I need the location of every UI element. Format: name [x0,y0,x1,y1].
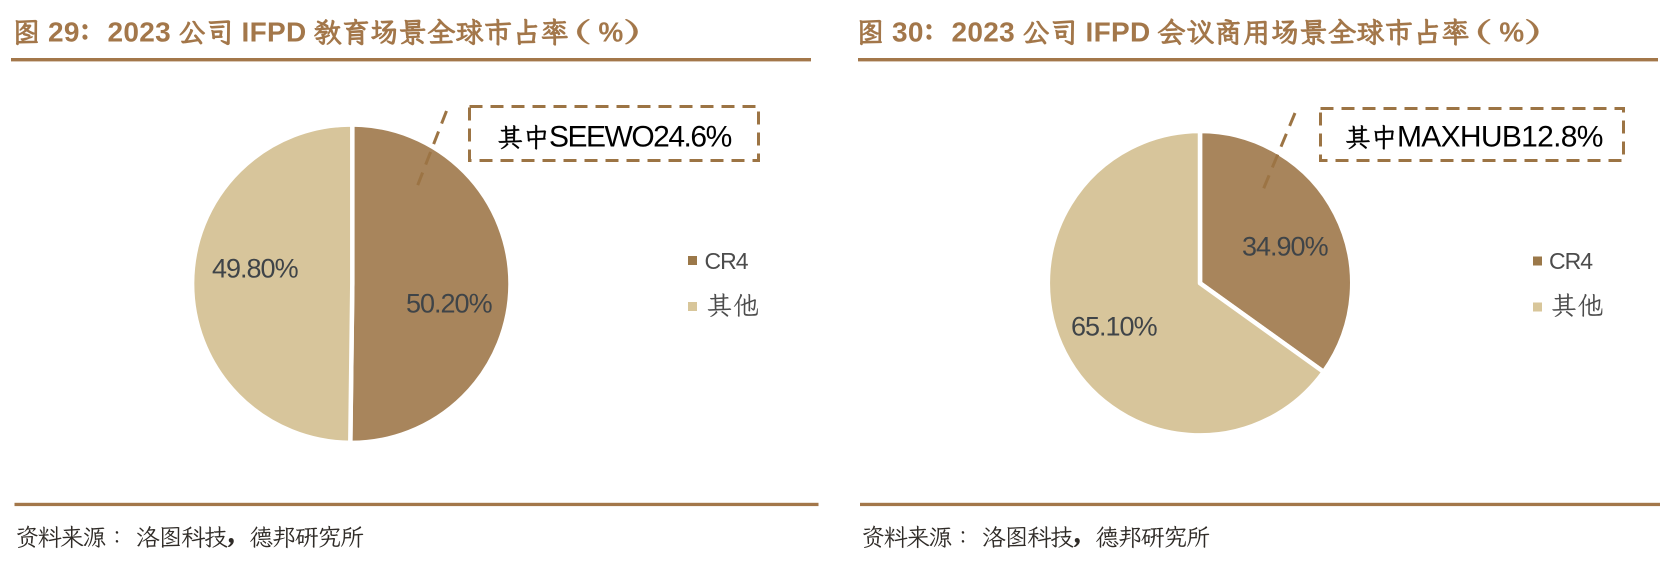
svg-text:65.10%: 65.10% [1071,312,1158,342]
svg-text:30: 30 [892,17,924,48]
svg-text:MAXHUB12.8%: MAXHUB12.8% [1397,121,1603,154]
svg-text:%: % [1499,17,1524,48]
svg-text:2023: 2023 [108,17,172,48]
svg-text:IFPD: IFPD [1086,17,1151,48]
svg-text:50.20%: 50.20% [406,289,493,319]
svg-text:SEEWO24.6%: SEEWO24.6% [549,121,732,154]
svg-text:29: 29 [48,17,80,48]
svg-text:CR4: CR4 [1549,248,1593,274]
svg-text:49.80%: 49.80% [212,254,299,284]
svg-text:%: % [598,17,623,48]
svg-text:34.90%: 34.90% [1242,232,1329,262]
svg-text:2023: 2023 [952,17,1016,48]
svg-text:CR4: CR4 [705,248,749,274]
svg-text:IFPD: IFPD [242,17,307,48]
